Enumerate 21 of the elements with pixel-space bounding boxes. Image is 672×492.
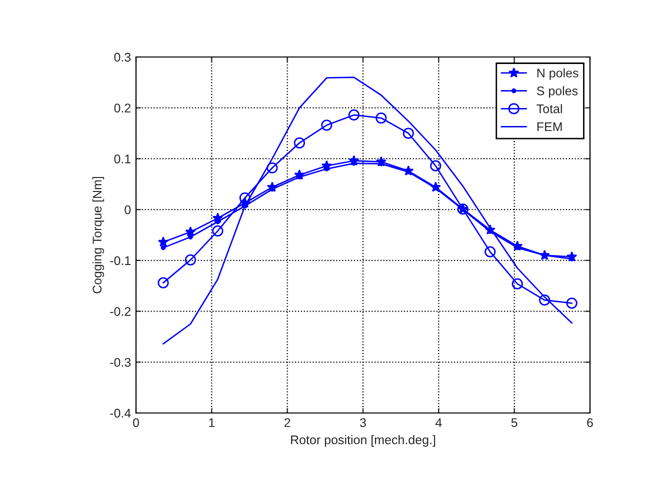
- legend-label: FEM: [537, 122, 562, 132]
- y-tick-label: 0.1: [114, 154, 131, 164]
- x-tick-label: 2: [284, 418, 290, 427]
- y-axis-title: Cogging Torque [Nm]: [92, 176, 104, 294]
- y-tick-label: -0.4: [110, 408, 131, 418]
- legend-label: S poles: [536, 86, 578, 98]
- x-axis-title: Rotor position [mech.deg.]: [291, 435, 436, 447]
- x-tick-label: 4: [435, 418, 442, 427]
- x-tick-label: 5: [511, 418, 518, 428]
- y-tick-label: -0.1: [110, 256, 131, 266]
- x-tick-label: 1: [209, 418, 215, 427]
- y-tick-label: 0.2: [114, 104, 131, 113]
- x-tick-label: 6: [587, 418, 593, 428]
- y-tick-label: -0.3: [110, 358, 131, 367]
- legend-label: N poles: [537, 68, 578, 80]
- y-tick-label: 0.3: [114, 52, 131, 62]
- legend-label: Total: [536, 104, 562, 114]
- x-tick-label: 3: [360, 418, 366, 428]
- y-tick-label: 0: [124, 205, 131, 214]
- x-tick-label: 0: [133, 418, 139, 428]
- y-tick-label: -0.2: [110, 307, 131, 316]
